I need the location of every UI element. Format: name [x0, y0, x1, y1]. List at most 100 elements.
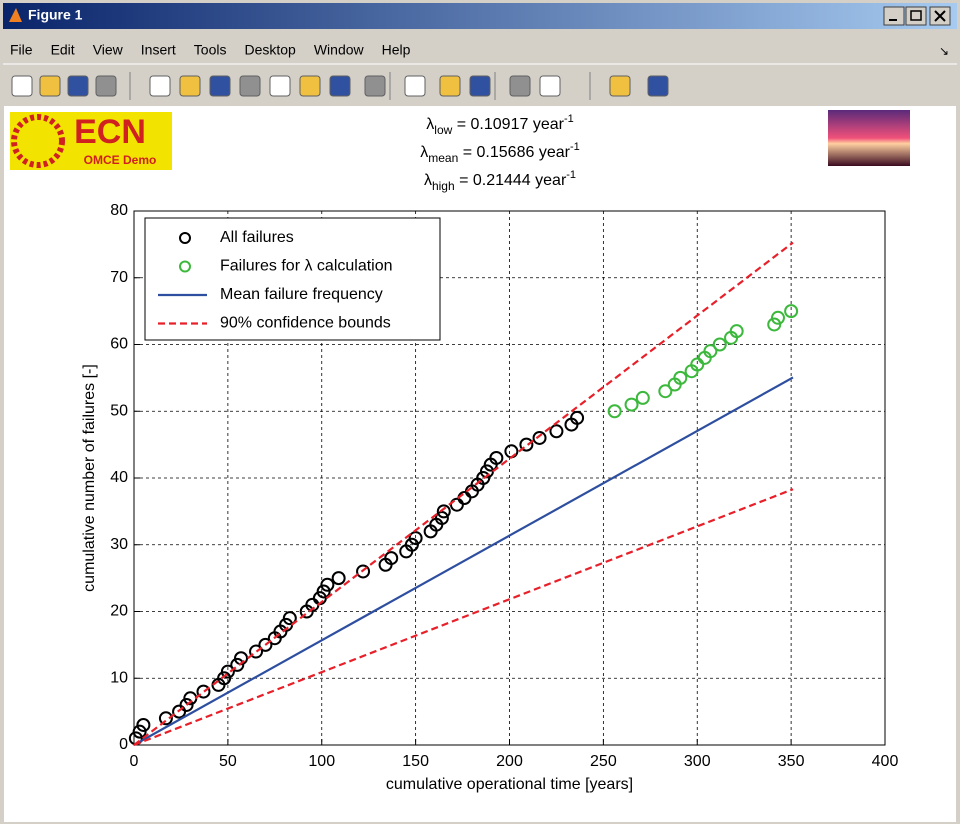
toolbar-button[interactable]	[239, 75, 261, 97]
toolbar-button[interactable]	[269, 75, 291, 97]
menu-item[interactable]: Tools	[194, 42, 227, 58]
lambda-subscript: high	[432, 179, 455, 193]
menu-item[interactable]: File	[10, 42, 33, 58]
minimize-button[interactable]	[883, 6, 905, 26]
data-point	[249, 644, 264, 659]
window-buttons[interactable]	[883, 6, 951, 26]
app-icon	[9, 8, 22, 22]
maximize-icon	[910, 10, 922, 21]
y-axis-label: cumulative number of failures [-]	[81, 364, 98, 592]
y-tick-label: 40	[110, 469, 128, 486]
data-point	[220, 664, 235, 679]
plot-frame	[133, 210, 886, 746]
window-title: Figure 1	[28, 7, 83, 23]
lambda-subscript: mean	[428, 151, 458, 165]
legend-label: Failures for λ calculation	[220, 258, 393, 275]
lambda-text: = 0.15686 year	[458, 144, 570, 161]
lambda-symbol: λ	[426, 116, 434, 133]
y-tick-label: 60	[110, 336, 128, 353]
data-point	[158, 711, 173, 726]
data-point	[532, 430, 547, 445]
menu-item[interactable]: Insert	[141, 42, 176, 58]
menu-item[interactable]: Edit	[51, 42, 75, 58]
data-point	[179, 697, 194, 712]
legend-label: All failures	[220, 229, 294, 246]
data-point	[436, 504, 451, 519]
y-tick-label: 50	[110, 402, 128, 419]
toolbar-button[interactable]	[469, 75, 491, 97]
menu-item[interactable]: View	[93, 42, 124, 58]
lambda-superscript: -1	[564, 113, 574, 125]
dock-arrow[interactable]: ↘	[939, 44, 949, 58]
legend-label: 90% confidence bounds	[220, 315, 391, 332]
y-tick-label: 0	[119, 736, 128, 753]
toolbar-button[interactable]	[95, 75, 117, 97]
legend-marker	[179, 232, 191, 244]
toolbar-button[interactable]	[39, 75, 61, 97]
x-tick-label: 150	[402, 753, 429, 770]
lambda-text: = 0.10917 year	[452, 116, 564, 133]
title-bar	[3, 3, 957, 29]
toolbar-button[interactable]	[11, 75, 33, 97]
toolbar-button[interactable]	[179, 75, 201, 97]
data-point	[476, 471, 491, 485]
toolbar-button[interactable]	[439, 75, 461, 97]
data-point	[331, 571, 346, 586]
data-point	[729, 324, 744, 339]
data-point	[607, 404, 622, 419]
data-point	[132, 724, 147, 739]
toolbar-button[interactable]	[609, 75, 631, 97]
y-tick-label: 80	[110, 202, 128, 219]
data-point	[434, 511, 449, 526]
toolbar-button[interactable]	[329, 75, 351, 97]
data-point	[519, 437, 534, 452]
data-point	[703, 344, 718, 359]
toolbar-button[interactable]	[209, 75, 231, 97]
toolbar-button[interactable]	[364, 75, 386, 97]
x-axis-label: cumulative operational time [years]	[386, 776, 633, 793]
toolbar-button[interactable]	[509, 75, 531, 97]
menu-item[interactable]: Desktop	[244, 42, 296, 58]
data-point	[356, 564, 371, 579]
toolbar-button[interactable]	[647, 75, 669, 97]
y-tick-label: 10	[110, 669, 128, 686]
x-tick-label: 50	[219, 753, 237, 770]
data-point	[624, 397, 639, 412]
x-tick-label: 200	[496, 753, 523, 770]
data-point	[404, 537, 419, 552]
data-point	[712, 337, 727, 352]
fit-line	[133, 241, 794, 746]
data-point	[489, 450, 504, 465]
close-icon	[934, 10, 946, 22]
data-point	[196, 684, 211, 699]
data-point	[408, 531, 423, 546]
lambda-text: = 0.21444 year	[455, 172, 567, 189]
toolbar-button[interactable]	[149, 75, 171, 97]
data-point	[570, 410, 585, 425]
lambda-symbol: λ	[424, 172, 432, 189]
legend-marker	[179, 260, 191, 273]
maximize-button[interactable]	[905, 6, 927, 26]
data-point	[770, 310, 785, 325]
fit-line	[133, 376, 794, 746]
lambda-symbol: λ	[420, 144, 428, 161]
toolbar-button[interactable]	[67, 75, 89, 97]
fit-line	[133, 488, 794, 747]
x-tick-label: 400	[872, 753, 899, 770]
data-point	[136, 717, 151, 732]
legend-label: Mean failure frequency	[220, 286, 383, 303]
data-point	[658, 384, 673, 399]
toolbar-button[interactable]	[404, 75, 426, 97]
menu-item[interactable]: Help	[382, 42, 411, 58]
data-point	[282, 611, 297, 626]
toolbar-button[interactable]	[539, 75, 561, 97]
lambda-superscript: -1	[570, 141, 580, 153]
data-point	[217, 671, 232, 686]
lambda-superscript: -1	[566, 169, 576, 181]
menu-item[interactable]: Window	[314, 42, 365, 58]
data-point	[230, 657, 245, 672]
lambda-subscript: low	[434, 123, 452, 137]
toolbar-button[interactable]	[299, 75, 321, 97]
